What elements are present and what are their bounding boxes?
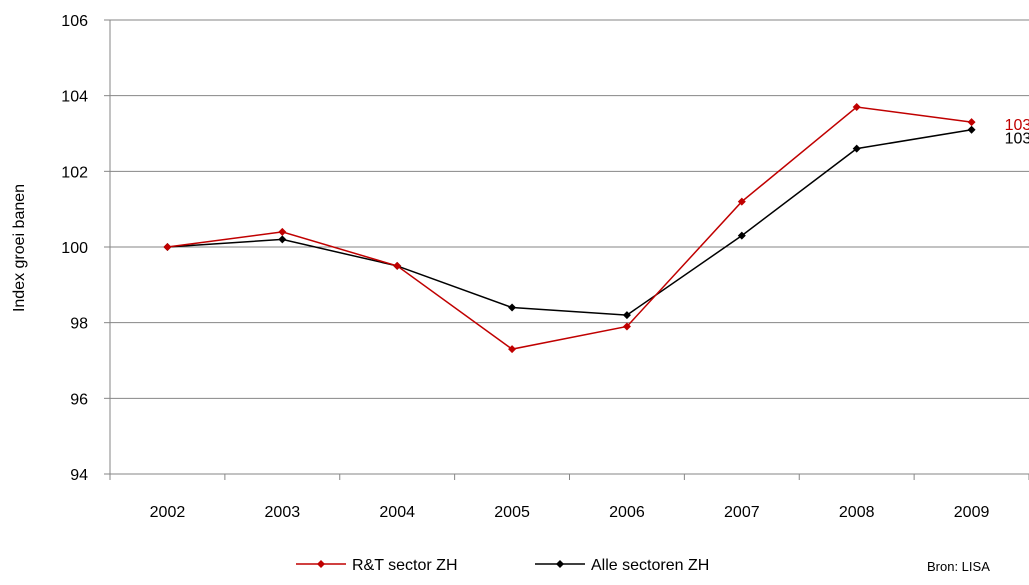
data-point <box>393 261 402 270</box>
x-tick-label: 2009 <box>954 504 990 521</box>
series-lines <box>163 103 976 354</box>
y-tick-label: 96 <box>70 391 88 408</box>
data-point <box>508 303 517 312</box>
series-1 <box>163 125 976 320</box>
x-tick-label: 2005 <box>494 504 530 521</box>
legend-marker <box>317 560 325 568</box>
y-axis-label: Index groei banen <box>11 184 28 312</box>
x-tick-label: 2004 <box>379 504 415 521</box>
data-point <box>737 197 746 206</box>
x-tick-label: 2002 <box>150 504 186 521</box>
y-tick-labels: 94 96 98 100 102 104 106 <box>61 13 88 484</box>
y-tick-label: 102 <box>61 164 88 181</box>
y-tick-label: 106 <box>61 13 88 30</box>
y-tick-label: 104 <box>61 89 88 106</box>
legend-marker <box>556 560 564 568</box>
data-point <box>508 345 517 354</box>
end-label: 103 <box>1005 117 1029 134</box>
series-0 <box>163 103 976 354</box>
x-tick-label: 2003 <box>265 504 301 521</box>
source-note: Bron: LISA <box>927 559 990 574</box>
x-tick-labels: 2002 2003 2004 2005 2006 2007 2008 2009 <box>150 504 990 521</box>
data-point <box>737 231 746 240</box>
series-line <box>167 128 972 316</box>
legend-item: R&T sector ZH <box>296 557 458 574</box>
y-tick-label: 100 <box>61 240 88 257</box>
x-tick-label: 2007 <box>724 504 760 521</box>
x-tick-label: 2008 <box>839 504 875 521</box>
data-point <box>967 125 976 134</box>
data-point <box>852 103 861 112</box>
end-label: 103 <box>1005 131 1029 148</box>
data-point <box>622 322 631 331</box>
y-tick-label: 94 <box>70 467 88 484</box>
legend-item: Alle sectoren ZH <box>535 557 709 574</box>
data-point <box>967 118 976 127</box>
data-point <box>852 144 861 153</box>
legend: R&T sector ZH Alle sectoren ZH <box>296 557 709 574</box>
data-point <box>278 235 287 244</box>
legend-label: Alle sectoren ZH <box>591 557 709 574</box>
y-tick-label: 98 <box>70 316 88 333</box>
series-line <box>167 106 972 350</box>
legend-label: R&T sector ZH <box>352 557 458 574</box>
axes <box>104 19 1029 480</box>
grid-lines <box>110 19 1029 399</box>
data-point <box>163 243 172 251</box>
x-tick-label: 2006 <box>609 504 645 521</box>
data-point <box>622 311 631 320</box>
data-point <box>278 227 287 236</box>
